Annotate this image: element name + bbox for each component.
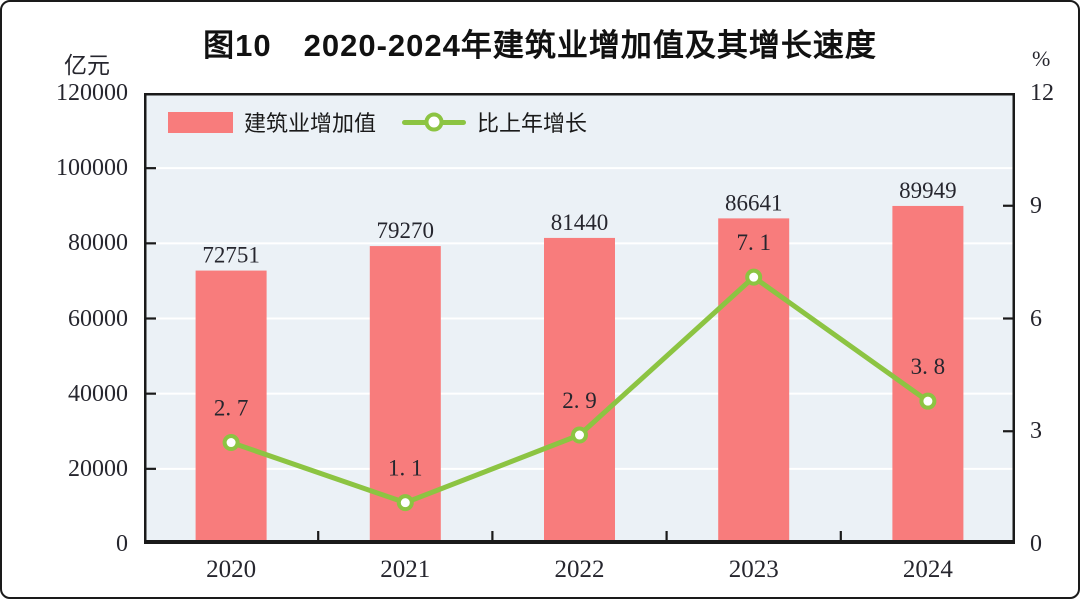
legend-bar-label: 建筑业增加值 xyxy=(244,111,377,136)
line-value-label-2021: 1. 1 xyxy=(388,456,423,481)
left-axis-label-120000: 120000 xyxy=(56,80,128,106)
legend-line-label: 比上年增长 xyxy=(477,111,588,136)
left-axis-unit: 亿元 xyxy=(64,52,110,78)
line-marker-2021 xyxy=(396,494,414,512)
right-axis-label-12: 12 xyxy=(1030,80,1054,106)
bar-value-label-2024: 89949 xyxy=(899,178,957,203)
right-axis-label-0: 0 xyxy=(1030,531,1042,557)
right-axis-label-9: 9 xyxy=(1030,192,1042,219)
legend: 建筑业增加值 比上年增长 xyxy=(168,106,587,138)
x-axis-label-2022: 2022 xyxy=(554,556,605,583)
bar-2024 xyxy=(892,205,964,544)
bar-value-label-2022: 81440 xyxy=(551,210,609,235)
line-value-label-2022: 2. 9 xyxy=(562,388,597,413)
line-value-label-2023: 7. 1 xyxy=(736,230,771,255)
line-value-label-2024: 3. 8 xyxy=(911,354,946,379)
line-marker-2024 xyxy=(919,392,937,410)
legend-line-swatch xyxy=(402,112,467,132)
right-axis-label-3: 3 xyxy=(1030,418,1042,445)
x-axis-label-2023: 2023 xyxy=(728,556,779,583)
right-axis-unit: % xyxy=(1032,46,1051,71)
legend-bar-swatch xyxy=(168,111,233,133)
plot-area: 72751 79270 81440 86641 89949 2. 7 1. 1 2. 9 7. … xyxy=(144,93,1015,544)
bar-2023 xyxy=(718,218,790,544)
bar-2020 xyxy=(195,270,267,544)
left-axis-label-40000: 40000 xyxy=(68,380,128,407)
bar-value-label-2023: 86641 xyxy=(725,190,783,215)
line-marker-2022 xyxy=(571,426,588,444)
left-axis-label-0: 0 xyxy=(116,531,128,557)
line-marker-2020 xyxy=(222,434,240,452)
line-value-label-2020: 2. 7 xyxy=(214,396,249,421)
left-axis-label-60000: 60000 xyxy=(68,305,128,332)
x-axis-label-2024: 2024 xyxy=(902,556,953,583)
legend-line-marker-dot xyxy=(424,112,444,132)
x-axis-label-2021: 2021 xyxy=(380,556,431,583)
bar-value-label-2021: 79270 xyxy=(377,218,435,243)
bar-value-label-2020: 72751 xyxy=(202,243,259,268)
left-axis-label-20000: 20000 xyxy=(68,455,128,482)
left-axis-label-100000: 100000 xyxy=(56,155,128,182)
left-axis-label-80000: 80000 xyxy=(68,230,128,257)
bar-2022 xyxy=(544,237,615,544)
line-marker-2023 xyxy=(745,268,763,286)
chart-title: 图10 2020-2024年建筑业增加值及其增长速度 xyxy=(203,28,877,63)
x-axis-label-2020: 2020 xyxy=(206,556,257,583)
right-axis-label-6: 6 xyxy=(1030,305,1042,332)
